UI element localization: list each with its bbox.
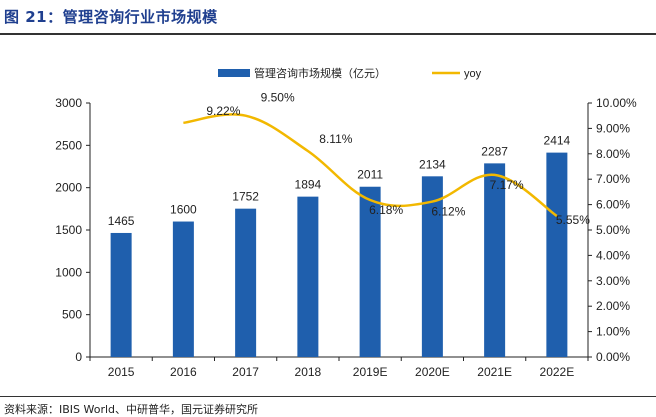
yoy-line-series — [183, 113, 558, 218]
bar-value-label: 1465 — [108, 214, 135, 228]
left-tick-label: 1000 — [55, 265, 82, 279]
x-tick-label: 2018 — [295, 365, 322, 379]
right-tick-label: 0.00% — [596, 350, 630, 364]
left-tick-label: 2000 — [55, 181, 82, 195]
x-tick-label: 2022E — [540, 365, 575, 379]
yoy-value-label: 5.55% — [556, 213, 590, 227]
bar — [297, 196, 319, 357]
yoy-value-label: 9.22% — [206, 104, 240, 118]
source-note: 资料来源：IBIS World、中研普华，国元证券研究所 — [4, 403, 259, 416]
footer-divider — [0, 396, 656, 397]
yoy-value-label: 7.17% — [490, 178, 524, 192]
yoy-value-label: 9.50% — [261, 91, 295, 105]
bar-value-label: 2414 — [544, 134, 571, 148]
right-tick-label: 8.00% — [596, 147, 630, 161]
bar — [421, 176, 443, 357]
x-tick-label: 2016 — [170, 365, 197, 379]
left-tick-label: 2500 — [55, 138, 82, 152]
bar — [484, 163, 506, 357]
right-tick-label: 4.00% — [596, 248, 630, 262]
yoy-value-label: 8.11% — [319, 132, 352, 146]
bar-value-labels: 1465 1600 1752 1894 2011 2134 2287 2414 — [108, 134, 571, 228]
yoy-value-labels: 9.22% 9.50% 8.11% 6.18% 6.12% 7.17% 5.55% — [206, 91, 590, 227]
bar-value-label: 1600 — [170, 203, 197, 217]
x-tick-label: 2019E — [353, 365, 388, 379]
right-tick-label: 9.00% — [596, 121, 630, 135]
bar — [546, 152, 568, 357]
right-tick-label: 5.00% — [596, 223, 630, 237]
left-tick-label: 3000 — [55, 96, 82, 110]
yoy-line-path — [183, 113, 558, 218]
bar-value-label: 1894 — [295, 178, 322, 192]
bar-value-label: 2134 — [419, 157, 446, 171]
figure-title: 图 21：管理咨询行业市场规模 — [4, 8, 218, 26]
right-tick-label: 2.00% — [596, 299, 630, 313]
right-tick-label: 1.00% — [596, 325, 630, 339]
left-tick-label: 500 — [62, 308, 82, 322]
left-tick-label: 1500 — [55, 223, 82, 237]
right-tick-label: 7.00% — [596, 172, 630, 186]
bar — [110, 232, 132, 357]
yoy-value-label: 6.18% — [369, 203, 403, 217]
x-tick-label: 2015 — [108, 365, 135, 379]
left-tick-label: 0 — [75, 350, 82, 364]
x-tick-label: 2021E — [477, 365, 512, 379]
left-axis-ticks: 0 500 1000 1500 2000 2500 3000 — [55, 96, 90, 364]
legend-bar-swatch — [218, 69, 250, 77]
right-axis-ticks: 0.00% 1.00% 2.00% 3.00% 4.00% 5.00% 6.00% 7.00%… — [588, 96, 637, 364]
market-size-chart: 管理咨询市场规模（亿元） yoy 0 500 1000 1500 2000 2500 300… — [55, 66, 637, 379]
bar — [172, 221, 194, 357]
bar-series — [110, 152, 568, 357]
legend-line-label: yoy — [464, 68, 482, 80]
x-tick-label: 2020E — [415, 365, 450, 379]
bar — [359, 186, 381, 357]
yoy-value-label: 6.12% — [431, 205, 465, 219]
bar-value-label: 1752 — [232, 190, 259, 204]
legend-bar-label: 管理咨询市场规模（亿元） — [254, 66, 386, 80]
x-tick-label: 2017 — [232, 365, 259, 379]
title-divider — [0, 33, 656, 35]
right-tick-label: 3.00% — [596, 274, 630, 288]
bar — [235, 208, 257, 357]
chart-legend: 管理咨询市场规模（亿元） yoy — [218, 66, 482, 80]
bar-value-label: 2011 — [357, 168, 383, 182]
right-tick-label: 10.00% — [596, 96, 637, 110]
right-tick-label: 6.00% — [596, 198, 630, 212]
bar-value-label: 2287 — [481, 144, 508, 158]
x-axis-ticks: 2015 2016 2017 2018 2019E 2020E 2021E 2022E — [89, 357, 589, 379]
